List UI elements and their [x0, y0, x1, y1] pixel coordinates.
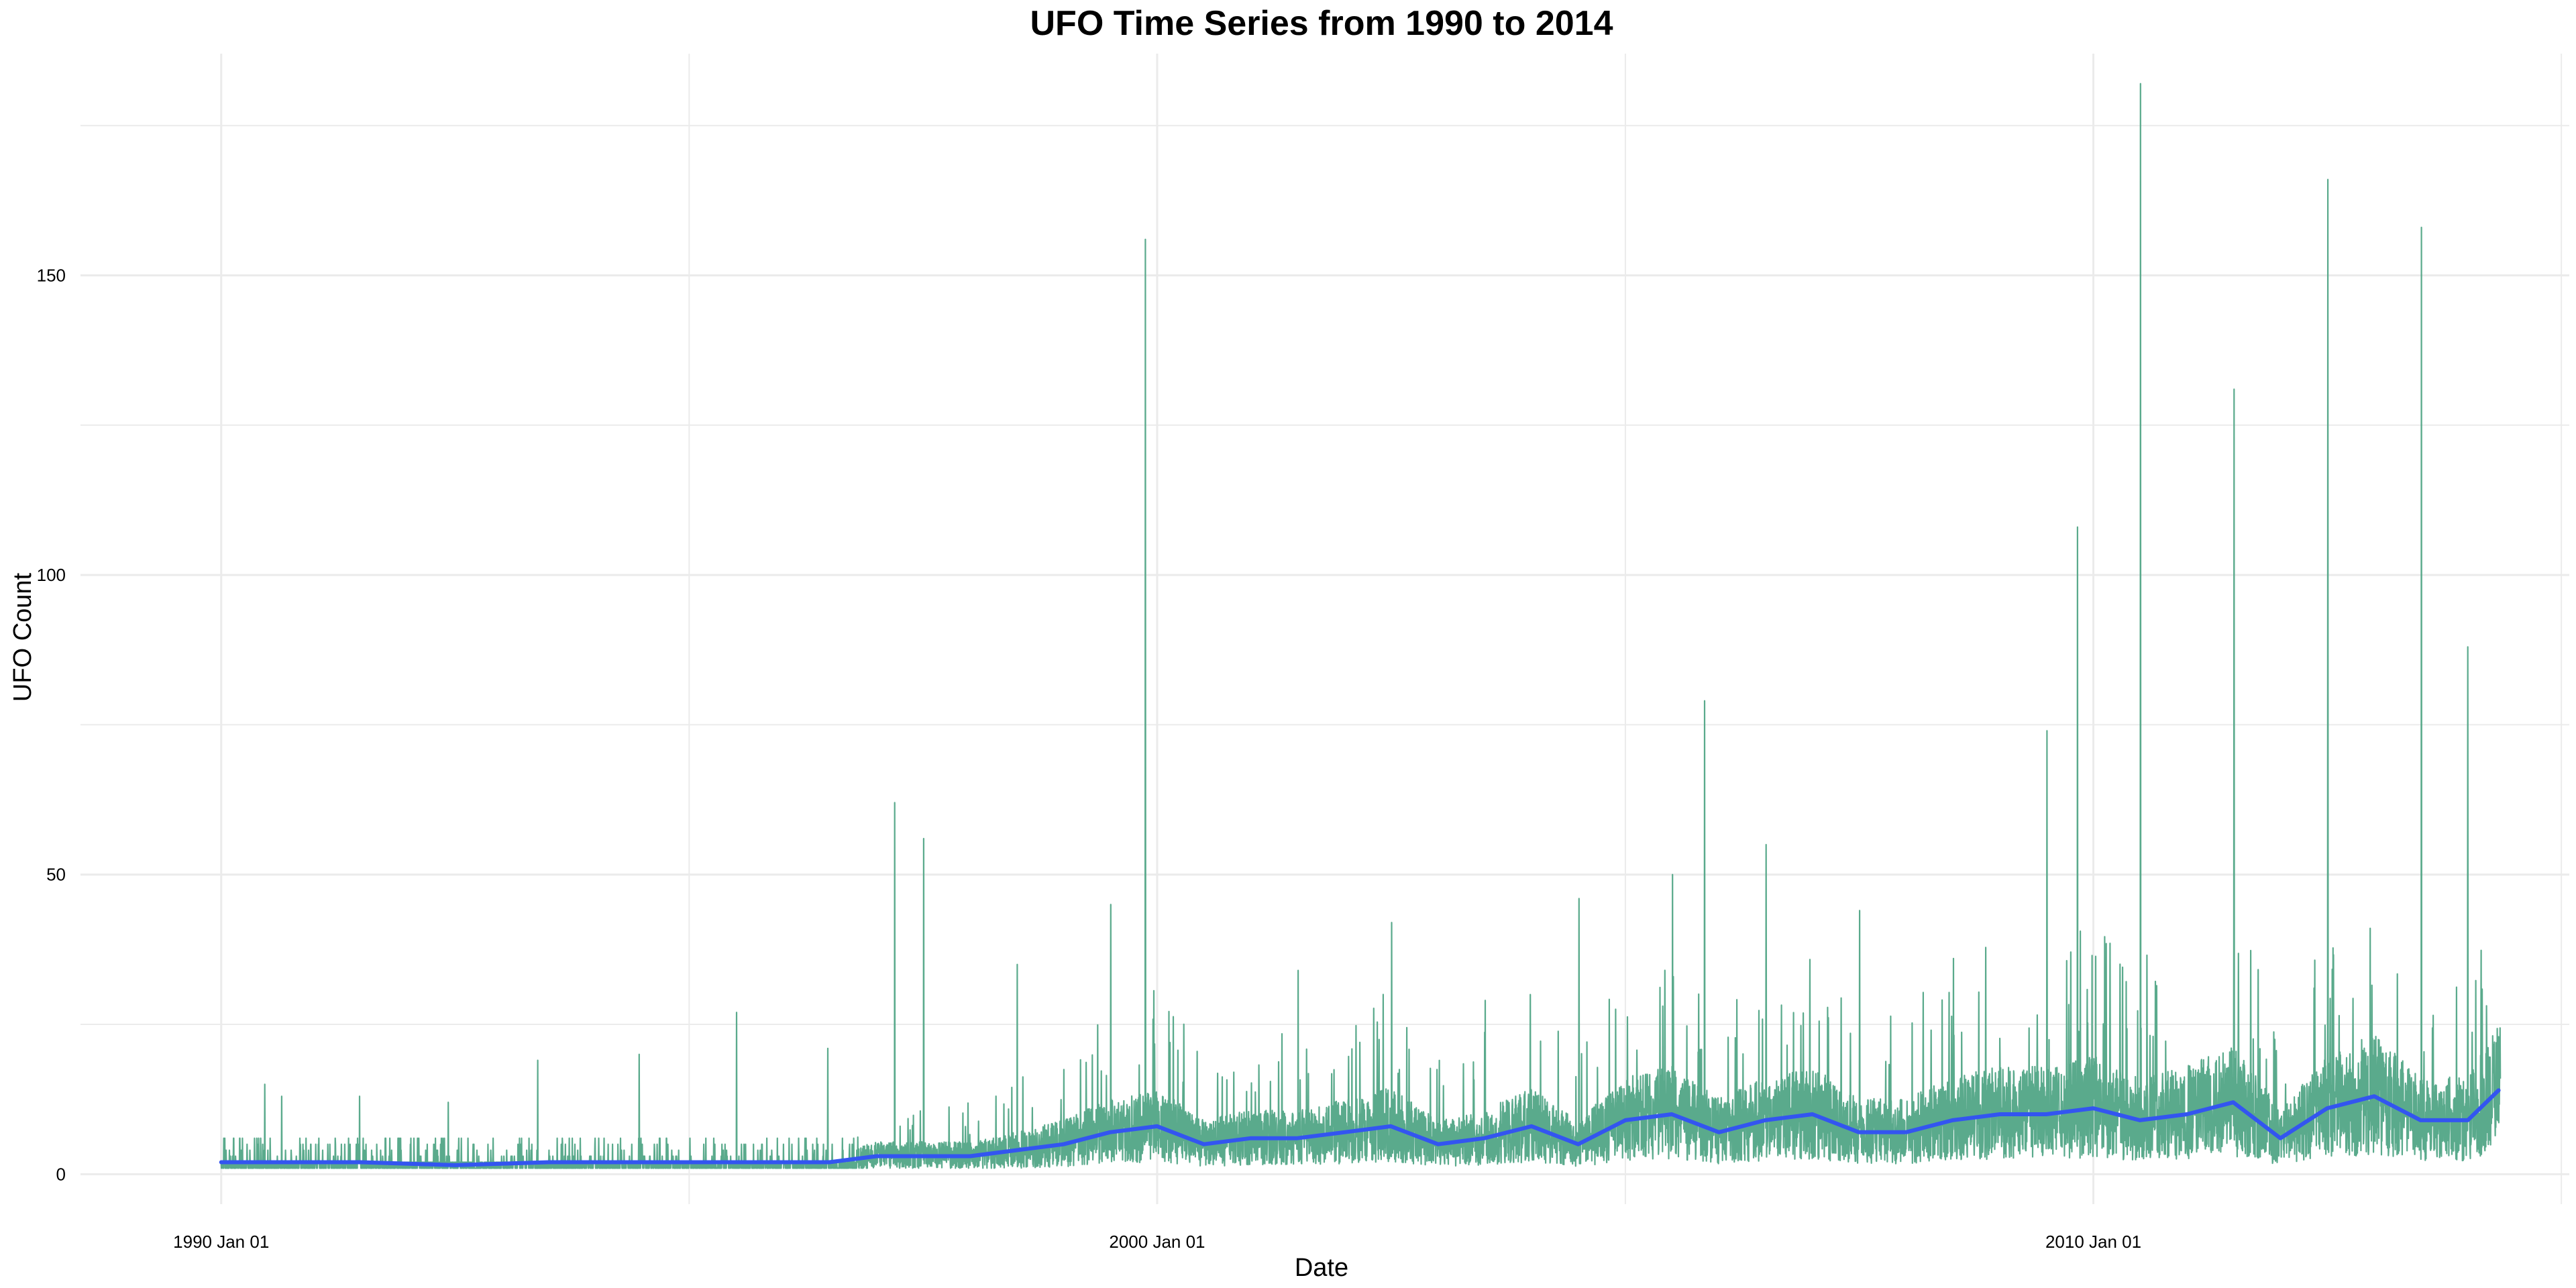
y-axis-title: UFO Count	[9, 572, 37, 702]
x-tick-label: 2000 Jan 01	[1109, 1232, 1205, 1252]
y-tick-label: 150	[37, 265, 66, 285]
y-tick-label: 0	[56, 1164, 66, 1184]
y-tick-label: 50	[46, 865, 66, 885]
x-tick-label: 2010 Jan 01	[2045, 1232, 2141, 1252]
raw-daily-count-line	[220, 83, 2502, 1169]
grid-lines	[80, 54, 2569, 1204]
chart-title: UFO Time Series from 1990 to 2014	[1030, 4, 1613, 43]
x-axis-ticks: 1990 Jan 01 2000 Jan 01 2010 Jan 01	[173, 1232, 2141, 1252]
x-axis-title: Date	[1295, 1254, 1348, 1282]
x-tick-label: 1990 Jan 01	[173, 1232, 269, 1252]
y-tick-label: 100	[37, 565, 66, 585]
trend-series	[219, 1088, 2501, 1167]
trend-line	[219, 1088, 2501, 1167]
raw-series	[220, 83, 2502, 1169]
y-axis-ticks: 0 50 100 150	[37, 265, 66, 1184]
